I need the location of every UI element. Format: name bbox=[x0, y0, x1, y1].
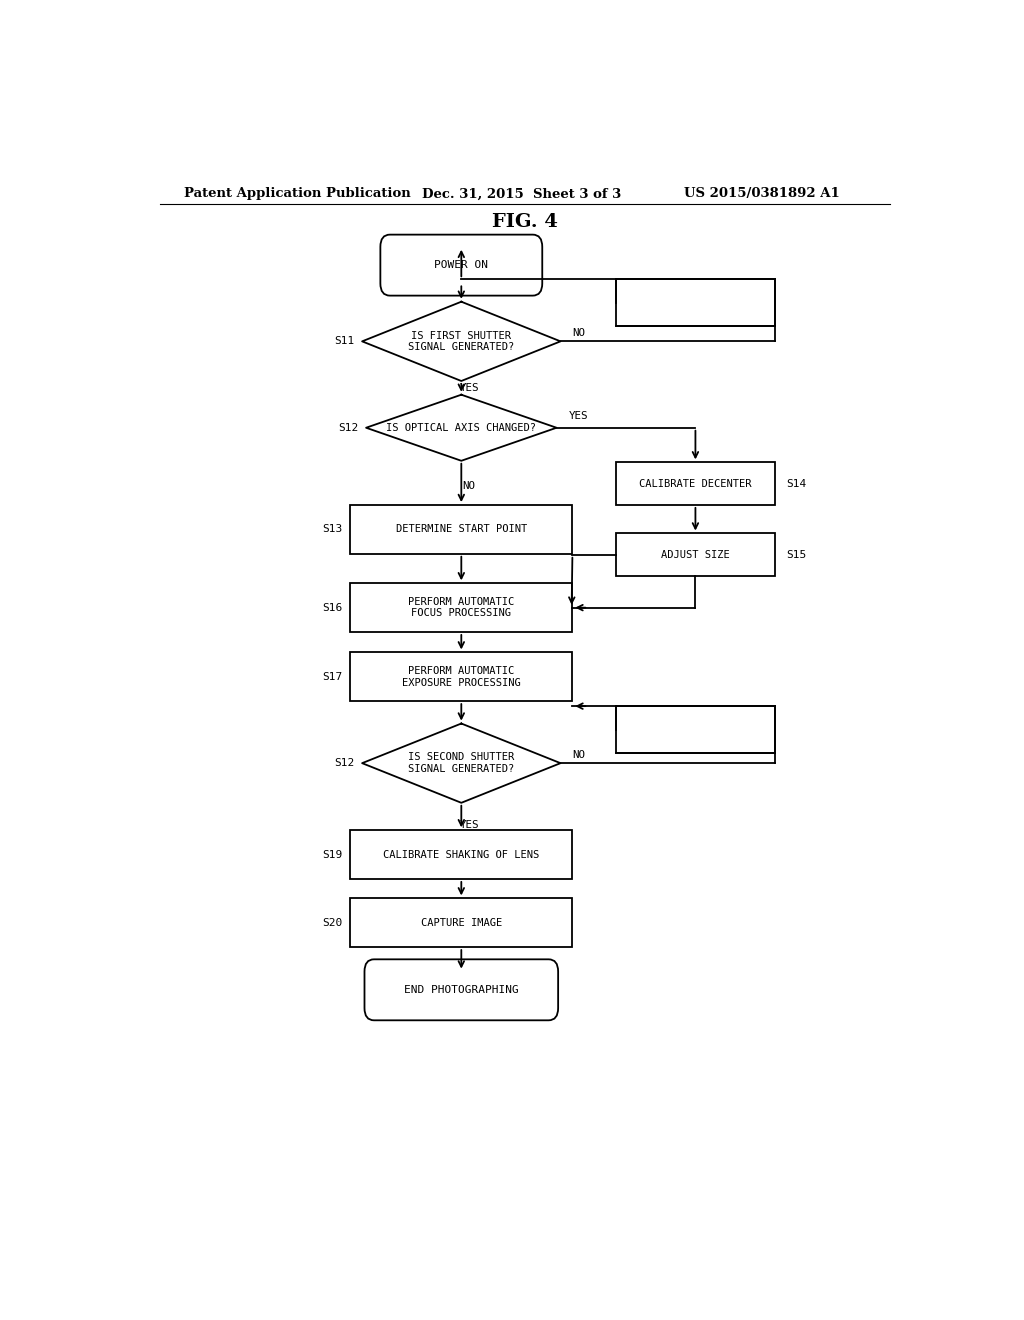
Text: S15: S15 bbox=[786, 550, 807, 560]
Text: DETERMINE START POINT: DETERMINE START POINT bbox=[395, 524, 527, 535]
Text: NO: NO bbox=[463, 482, 476, 491]
Text: NO: NO bbox=[572, 329, 586, 338]
Text: END PHOTOGRAPHING: END PHOTOGRAPHING bbox=[403, 985, 519, 995]
FancyBboxPatch shape bbox=[350, 652, 572, 701]
FancyBboxPatch shape bbox=[350, 899, 572, 948]
Text: ADJUST SIZE: ADJUST SIZE bbox=[662, 550, 730, 560]
Text: S20: S20 bbox=[322, 917, 342, 928]
Text: S14: S14 bbox=[786, 479, 807, 488]
Text: S11: S11 bbox=[334, 337, 354, 346]
FancyBboxPatch shape bbox=[616, 533, 775, 576]
Text: S12: S12 bbox=[334, 758, 354, 768]
Text: S19: S19 bbox=[322, 850, 342, 859]
Text: CAPTURE IMAGE: CAPTURE IMAGE bbox=[421, 917, 502, 928]
Text: IS FIRST SHUTTER
SIGNAL GENERATED?: IS FIRST SHUTTER SIGNAL GENERATED? bbox=[409, 330, 514, 352]
Text: PERFORM AUTOMATIC
FOCUS PROCESSING: PERFORM AUTOMATIC FOCUS PROCESSING bbox=[409, 597, 514, 619]
Text: CALIBRATE DECENTER: CALIBRATE DECENTER bbox=[639, 479, 752, 488]
Text: PERFORM AUTOMATIC
EXPOSURE PROCESSING: PERFORM AUTOMATIC EXPOSURE PROCESSING bbox=[402, 667, 520, 688]
FancyBboxPatch shape bbox=[616, 706, 775, 754]
Polygon shape bbox=[367, 395, 557, 461]
Text: IS OPTICAL AXIS CHANGED?: IS OPTICAL AXIS CHANGED? bbox=[386, 422, 537, 433]
Text: IS SECOND SHUTTER
SIGNAL GENERATED?: IS SECOND SHUTTER SIGNAL GENERATED? bbox=[409, 752, 514, 774]
Text: YES: YES bbox=[460, 820, 479, 830]
Text: CALIBRATE SHAKING OF LENS: CALIBRATE SHAKING OF LENS bbox=[383, 850, 540, 859]
Text: Patent Application Publication: Patent Application Publication bbox=[183, 187, 411, 201]
Text: Dec. 31, 2015  Sheet 3 of 3: Dec. 31, 2015 Sheet 3 of 3 bbox=[422, 187, 621, 201]
Text: NO: NO bbox=[572, 750, 586, 760]
Text: US 2015/0381892 A1: US 2015/0381892 A1 bbox=[684, 187, 840, 201]
Text: S17: S17 bbox=[322, 672, 342, 681]
Text: POWER ON: POWER ON bbox=[434, 260, 488, 271]
FancyBboxPatch shape bbox=[616, 462, 775, 506]
Text: S16: S16 bbox=[322, 603, 342, 612]
FancyBboxPatch shape bbox=[350, 506, 572, 554]
FancyBboxPatch shape bbox=[616, 280, 775, 326]
FancyBboxPatch shape bbox=[365, 960, 558, 1020]
Polygon shape bbox=[362, 302, 560, 381]
Text: S13: S13 bbox=[322, 524, 342, 535]
FancyBboxPatch shape bbox=[350, 583, 572, 632]
Text: S12: S12 bbox=[338, 422, 358, 433]
FancyBboxPatch shape bbox=[350, 830, 572, 879]
Text: YES: YES bbox=[460, 383, 479, 393]
Polygon shape bbox=[362, 723, 560, 803]
Text: YES: YES bbox=[568, 411, 588, 421]
Text: FIG. 4: FIG. 4 bbox=[492, 214, 558, 231]
FancyBboxPatch shape bbox=[380, 235, 543, 296]
